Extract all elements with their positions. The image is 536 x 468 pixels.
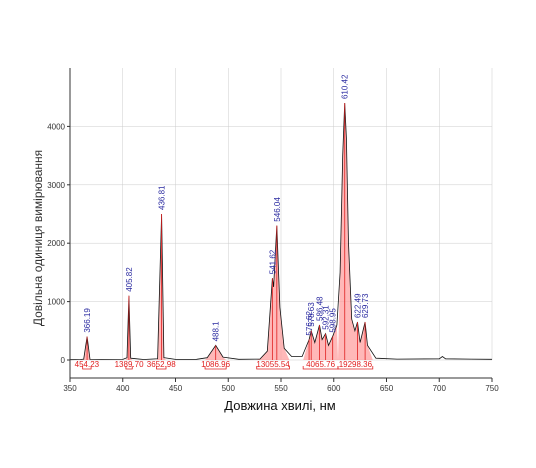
area-bracket <box>256 366 290 370</box>
series <box>69 102 493 361</box>
peak-labels: 366.19 405.82 436.81 488.1 541.62 546.04 576.6… <box>83 74 370 360</box>
area-bracket <box>82 366 92 370</box>
y-tick-label: 3000 <box>47 181 65 190</box>
area-value-label: 454.23 <box>75 360 100 369</box>
y-tick-label: 0 <box>61 356 66 365</box>
y-ticks: 0 1000 2000 3000 4000 <box>47 122 70 365</box>
peak-label: 488.1 <box>212 321 221 342</box>
x-tick-label: 400 <box>116 384 130 393</box>
peak-label: 610.42 <box>341 74 350 99</box>
peak-label: 578.63 <box>307 302 316 327</box>
spectrum-line <box>69 102 493 361</box>
peak-label: 405.82 <box>125 267 134 292</box>
x-tick-label: 750 <box>485 384 499 393</box>
peak-label: 586.48 <box>315 296 324 321</box>
area-bracket <box>125 366 133 370</box>
peak-label: 629.73 <box>361 293 370 318</box>
grid <box>69 68 493 361</box>
area-value-label: 19298.36 <box>339 360 373 369</box>
x-tick-label: 450 <box>169 384 183 393</box>
peak-area-region <box>256 225 290 360</box>
x-axis-label: Довжина хвилі, нм <box>224 398 335 413</box>
area-value-label: 4065.76 <box>306 360 335 369</box>
peak-label: 436.81 <box>158 185 167 210</box>
x-tick-label: 700 <box>433 384 447 393</box>
y-axis-label: Довільна одиниця вимірювання <box>31 150 45 326</box>
x-tick-label: 650 <box>380 384 394 393</box>
x-ticks: 350 400 450 500 550 600 650 700 750 <box>63 378 499 393</box>
peak-label: 622.49 <box>353 293 362 318</box>
x-tick-label: 550 <box>274 384 288 393</box>
y-tick-label: 2000 <box>47 239 65 248</box>
x-tick-label: 600 <box>327 384 341 393</box>
area-bracket <box>337 366 374 370</box>
area-value-label: 1389.70 <box>115 360 144 369</box>
area-bracket <box>204 366 227 370</box>
y-tick-label: 4000 <box>47 122 65 131</box>
peak-label: 541.62 <box>268 249 277 274</box>
area-bracket <box>156 366 167 370</box>
integrated-area-labels: 454.23 1389.70 3652.98 1086.96 13055.54 4065.… <box>75 360 374 370</box>
x-tick-label: 350 <box>63 384 77 393</box>
x-tick-label: 500 <box>222 384 236 393</box>
y-tick-label: 1000 <box>47 298 65 307</box>
peak-label: 592.31 <box>322 305 331 330</box>
area-value-label: 3652.98 <box>147 360 176 369</box>
area-value-label: 13055.54 <box>256 360 290 369</box>
peak-label: 546.04 <box>273 197 282 222</box>
peak-label: 576.62 <box>305 311 314 336</box>
peak-label: 366.19 <box>83 308 92 333</box>
area-value-label: 1086.96 <box>201 360 230 369</box>
peak-label: 598.95 <box>329 308 338 333</box>
